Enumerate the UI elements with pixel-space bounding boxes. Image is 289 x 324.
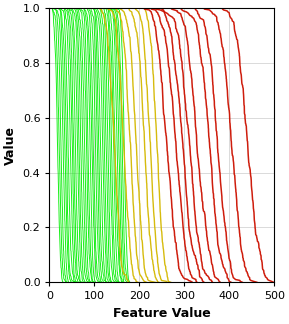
Y-axis label: Value: Value [4,126,17,165]
X-axis label: Feature Value: Feature Value [113,307,211,320]
